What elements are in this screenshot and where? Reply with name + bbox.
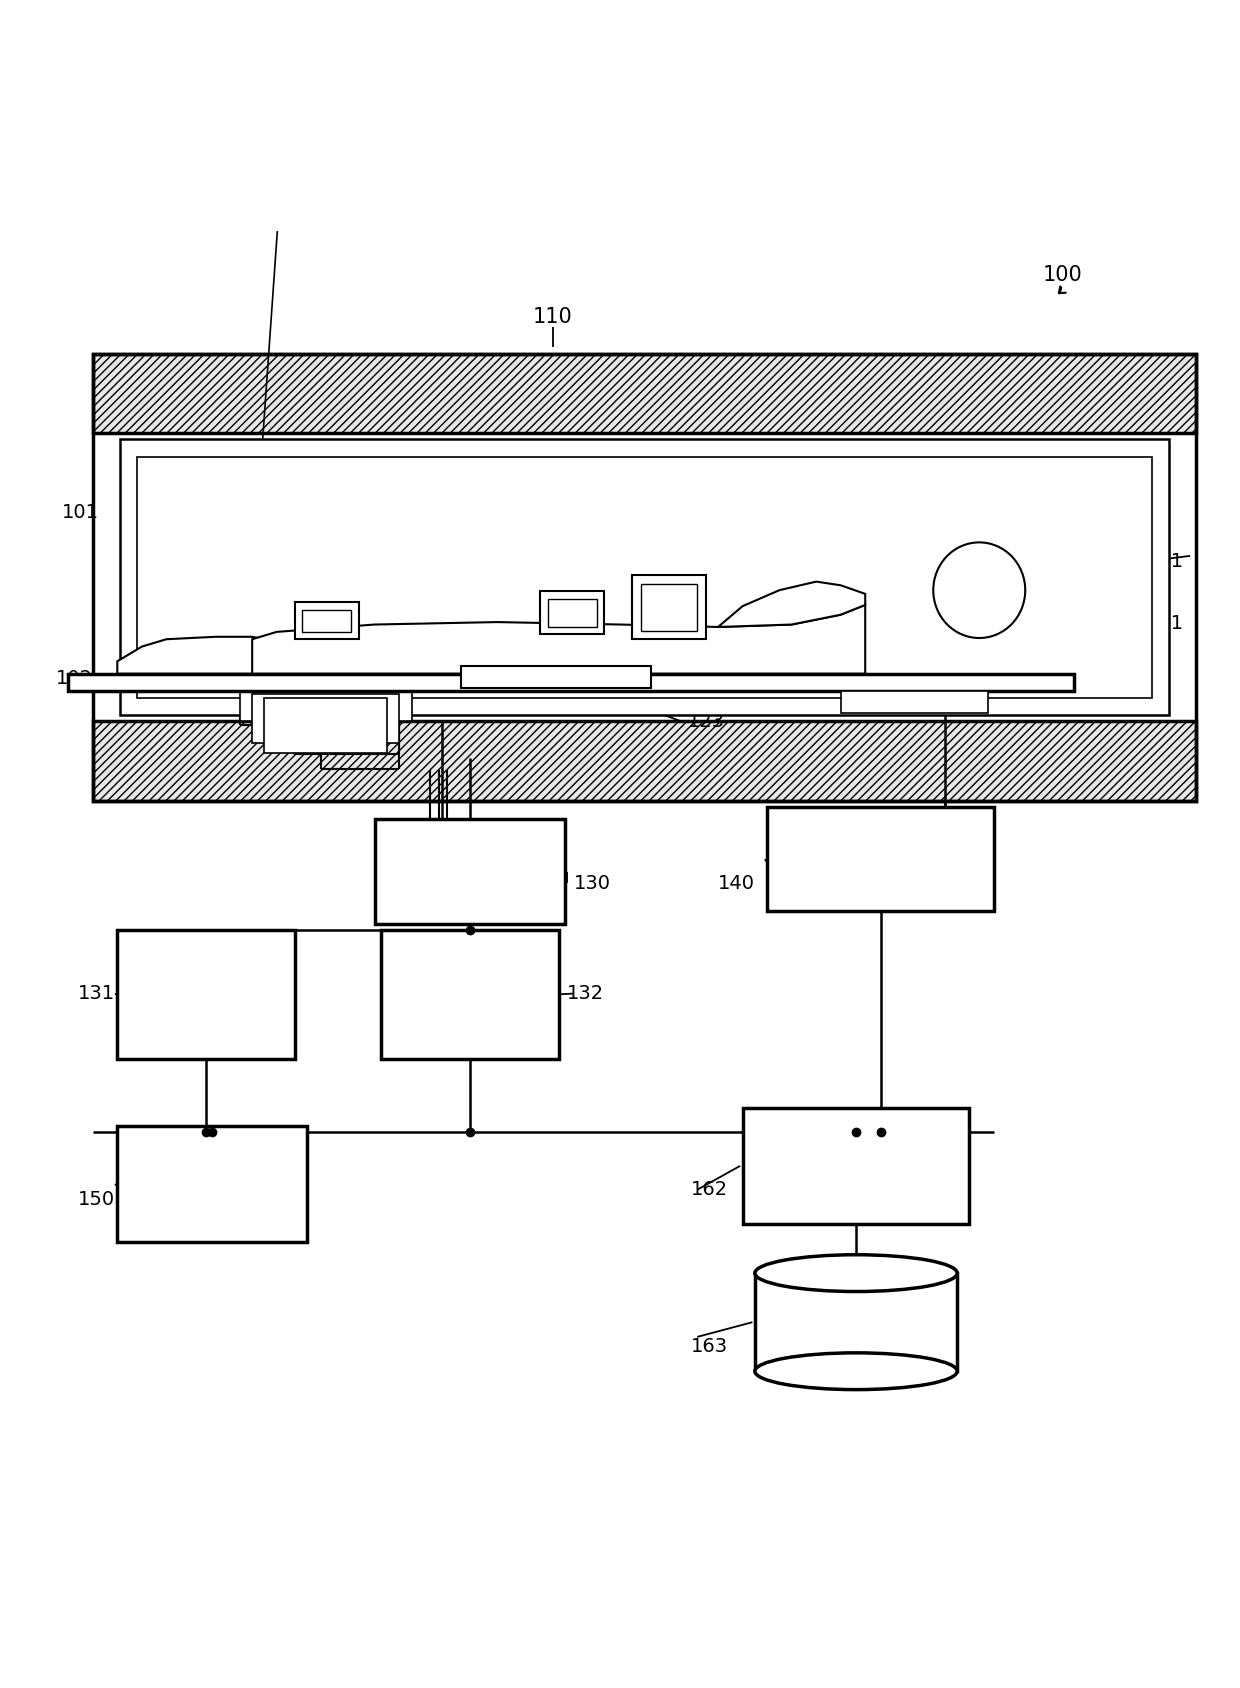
Bar [541, 591, 604, 635]
Bar [118, 930, 295, 1058]
Polygon shape [118, 636, 314, 674]
Text: 150: 150 [78, 1190, 115, 1209]
Bar [460, 667, 651, 689]
Bar [239, 690, 412, 721]
Text: 100: 100 [1043, 265, 1083, 285]
Bar [93, 353, 1197, 802]
Bar [374, 819, 565, 923]
Text: 102: 102 [56, 668, 93, 689]
Text: 127: 127 [516, 571, 551, 589]
Bar [755, 1273, 957, 1371]
Text: 110: 110 [533, 307, 573, 327]
Bar [841, 690, 988, 712]
Text: 125: 125 [412, 571, 446, 589]
Text: 111: 111 [1147, 552, 1184, 572]
Text: 140: 140 [718, 874, 755, 893]
Bar [136, 456, 1152, 699]
Bar [548, 599, 596, 626]
Bar [118, 1126, 308, 1242]
Text: 126: 126 [657, 577, 691, 596]
Bar [93, 721, 1197, 802]
Bar [264, 699, 387, 753]
Text: 101: 101 [62, 503, 99, 523]
Text: 163: 163 [691, 1337, 728, 1355]
Bar [120, 439, 1169, 716]
Polygon shape [718, 582, 866, 626]
Text: 130: 130 [573, 874, 610, 893]
Bar [743, 1107, 970, 1224]
Polygon shape [252, 604, 866, 674]
Bar [93, 353, 1197, 434]
Bar [632, 576, 706, 640]
Bar [252, 694, 399, 743]
Text: 141: 141 [1147, 614, 1184, 633]
Text: 131: 131 [78, 984, 115, 1003]
Text: 132: 132 [567, 984, 604, 1003]
Bar [68, 674, 1074, 690]
Bar [641, 584, 697, 631]
Text: 162: 162 [691, 1180, 728, 1198]
Bar [381, 930, 559, 1058]
Bar [303, 609, 351, 631]
Bar [295, 603, 358, 640]
Ellipse shape [755, 1254, 957, 1291]
Text: 205: 205 [460, 609, 495, 628]
Ellipse shape [934, 542, 1025, 638]
Text: 123: 123 [687, 712, 724, 731]
Ellipse shape [755, 1352, 957, 1389]
Text: 121: 121 [197, 577, 231, 596]
Bar [768, 807, 994, 912]
